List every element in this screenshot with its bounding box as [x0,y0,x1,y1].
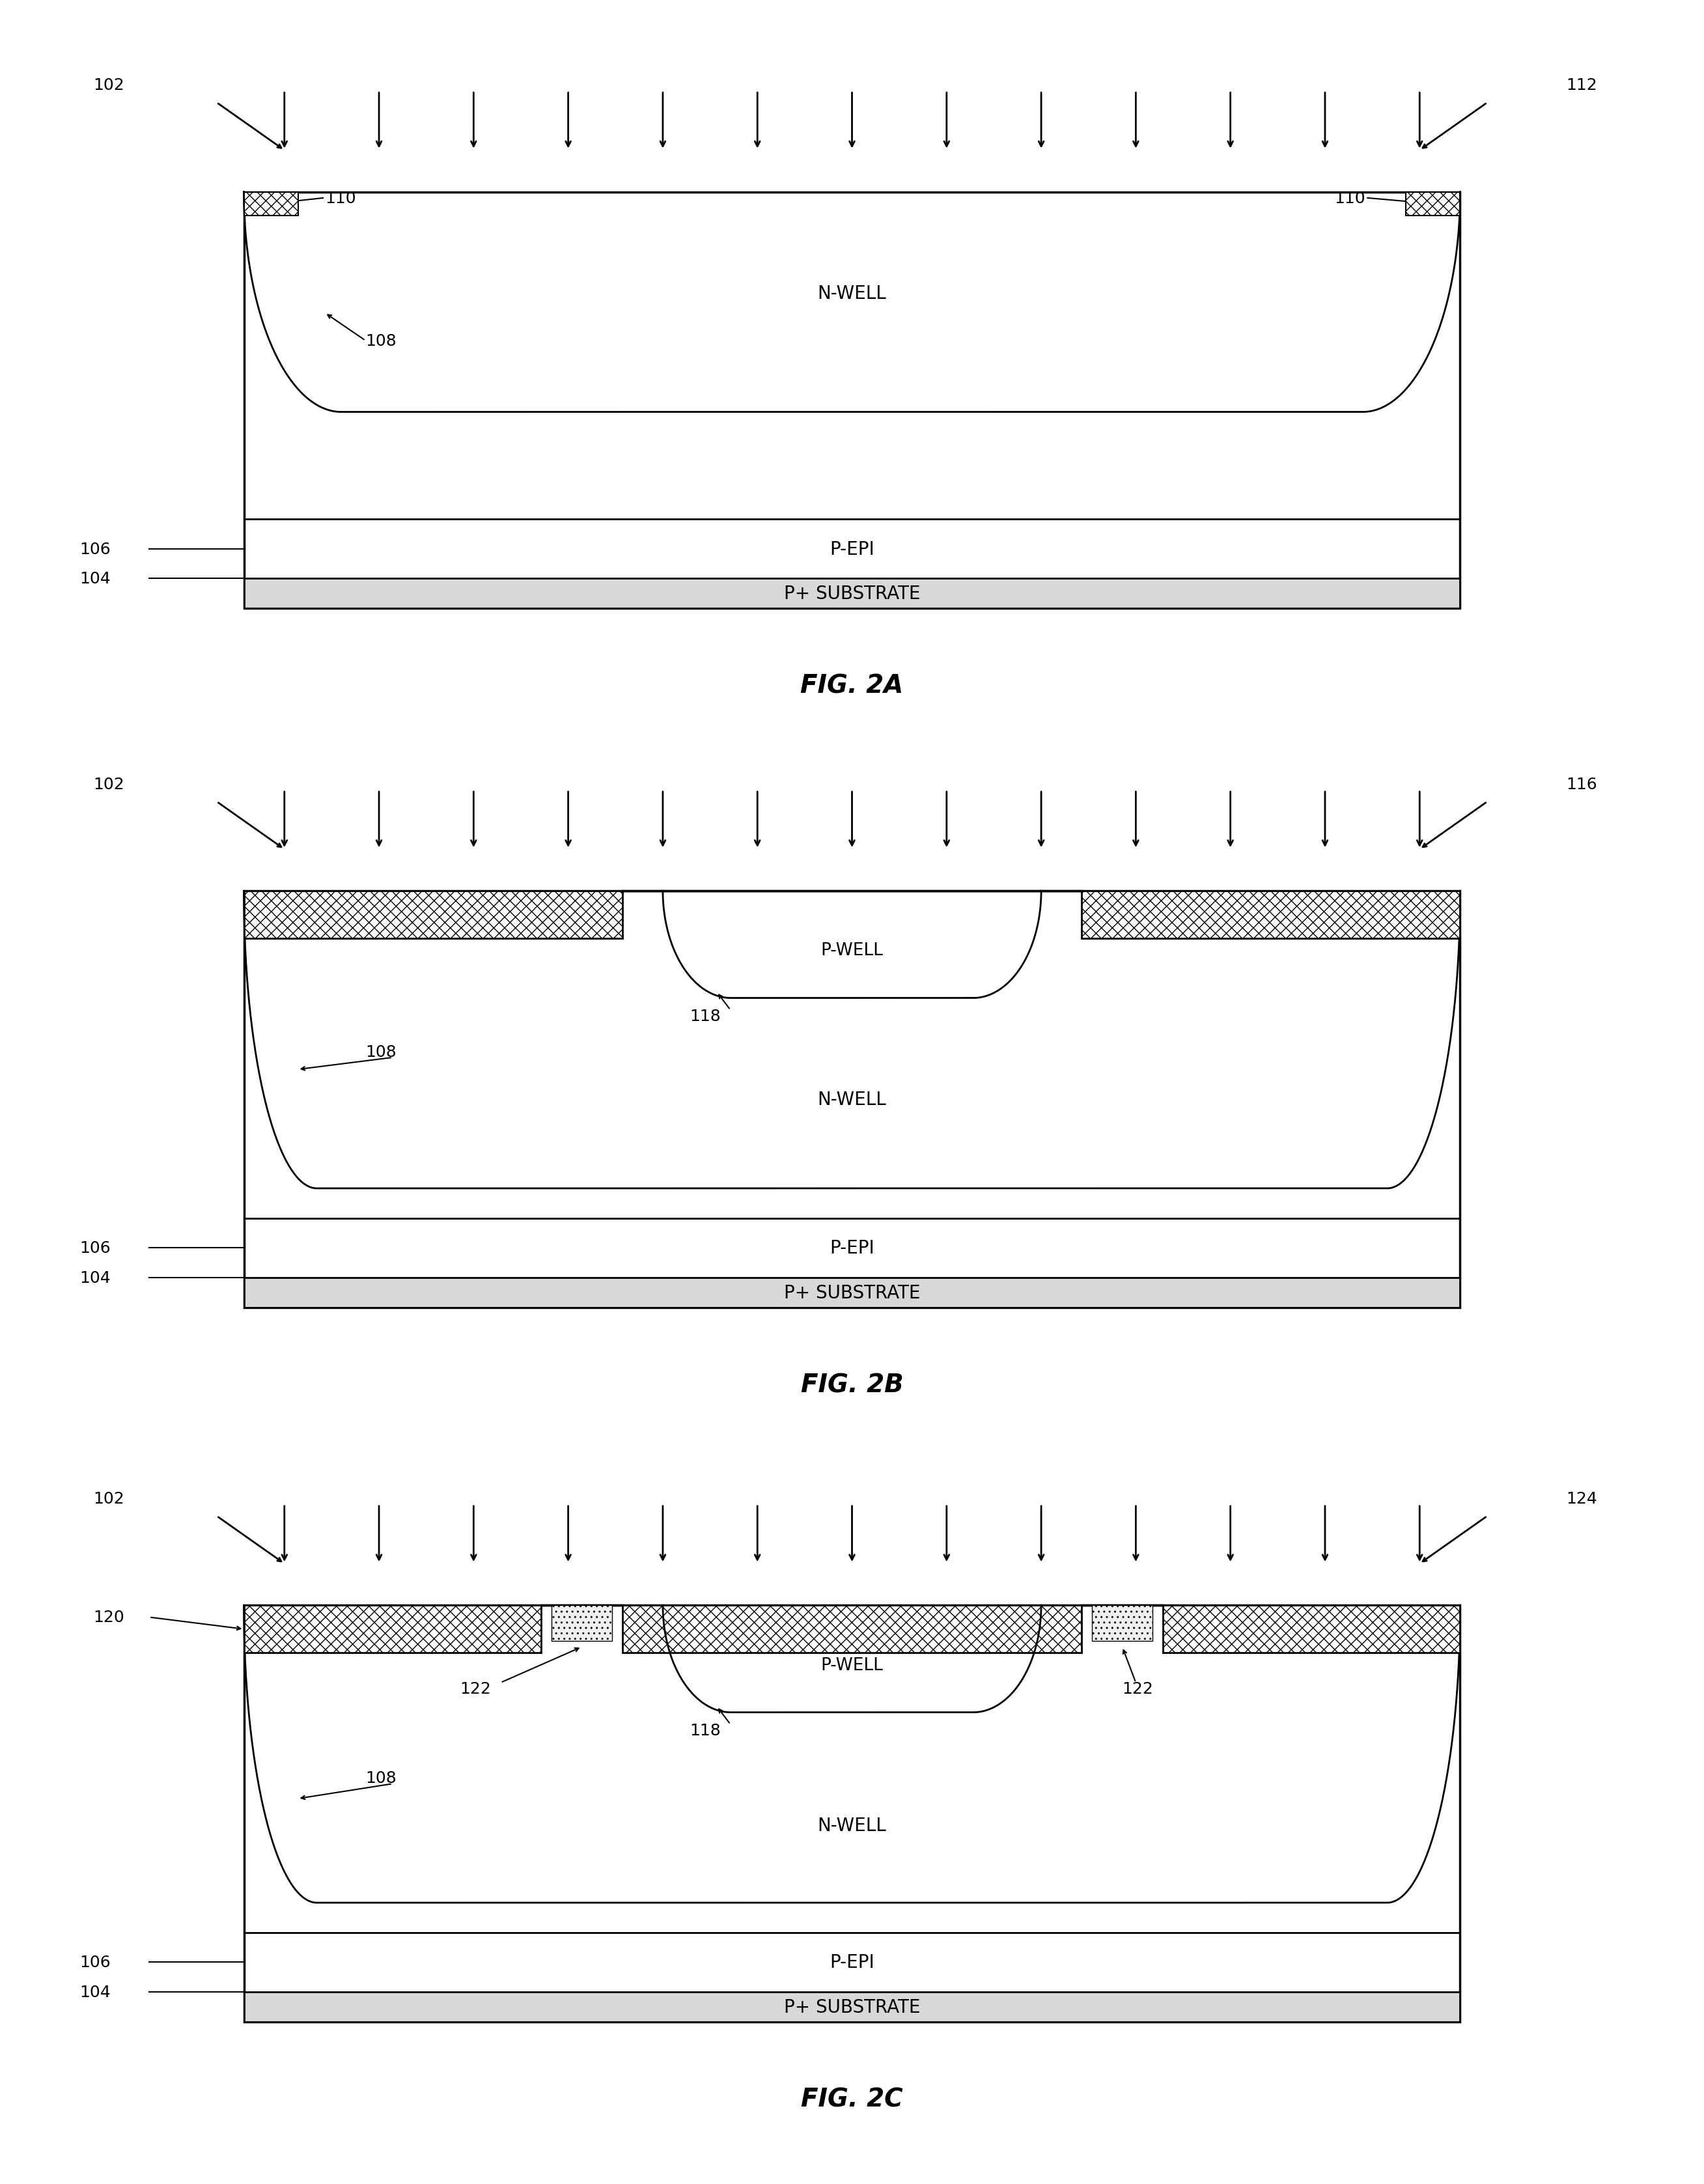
Bar [244,1605,542,1653]
Bar [1082,891,1460,939]
Text: P-EPI: P-EPI [830,539,874,559]
Text: 104: 104 [80,572,111,587]
Text: P-WELL: P-WELL [821,941,883,959]
Text: 104: 104 [80,1271,111,1286]
Bar [244,891,1460,1308]
Text: 108: 108 [365,334,397,349]
Text: 118: 118 [690,1723,721,1738]
Text: 102: 102 [94,76,124,94]
Text: FIG. 2B: FIG. 2B [801,1372,903,1398]
Text: N-WELL: N-WELL [818,1090,886,1109]
Text: P+ SUBSTRATE: P+ SUBSTRATE [784,585,920,603]
Text: FIG. 2C: FIG. 2C [801,2086,903,2112]
Text: 114: 114 [353,889,383,904]
Text: P+ SUBSTRATE: P+ SUBSTRATE [784,1284,920,1302]
Bar [1092,1605,1152,1640]
Text: 110: 110 [1334,190,1365,205]
Text: 122: 122 [460,1682,491,1697]
Text: 102: 102 [94,775,124,793]
Text: P+ SUBSTRATE: P+ SUBSTRATE [784,1998,920,2016]
Text: 108: 108 [365,1044,397,1059]
Text: 106: 106 [80,542,111,557]
Text: 110: 110 [325,190,356,205]
Text: 118: 118 [690,1009,721,1024]
Text: P-WELL: P-WELL [821,1655,883,1673]
Text: N-WELL: N-WELL [818,1817,886,1835]
Text: P-EPI: P-EPI [830,1952,874,1972]
Bar [552,1605,612,1640]
Bar [244,579,1460,609]
Bar [244,1605,1460,2022]
Bar [1162,1605,1460,1653]
Text: 122: 122 [1123,1682,1154,1697]
Text: 106: 106 [80,1241,111,1256]
Bar [244,192,1460,609]
Text: 108: 108 [365,1769,397,1787]
Bar [244,192,298,216]
Bar [244,1992,1460,2022]
Text: 104: 104 [80,1985,111,2001]
Text: 112: 112 [1566,76,1597,94]
Bar [244,1278,1460,1308]
Bar [1406,192,1460,216]
Text: 114: 114 [1176,889,1208,904]
Text: N-WELL: N-WELL [818,284,886,304]
Text: FIG. 2A: FIG. 2A [801,673,903,699]
Bar [244,891,622,939]
Text: 106: 106 [80,1955,111,1970]
Text: 116: 116 [1566,775,1597,793]
Text: 120: 120 [94,1610,124,1625]
Text: 102: 102 [94,1489,124,1507]
Bar [622,1605,1082,1653]
Text: 124: 124 [1566,1489,1597,1507]
Text: P-EPI: P-EPI [830,1238,874,1258]
